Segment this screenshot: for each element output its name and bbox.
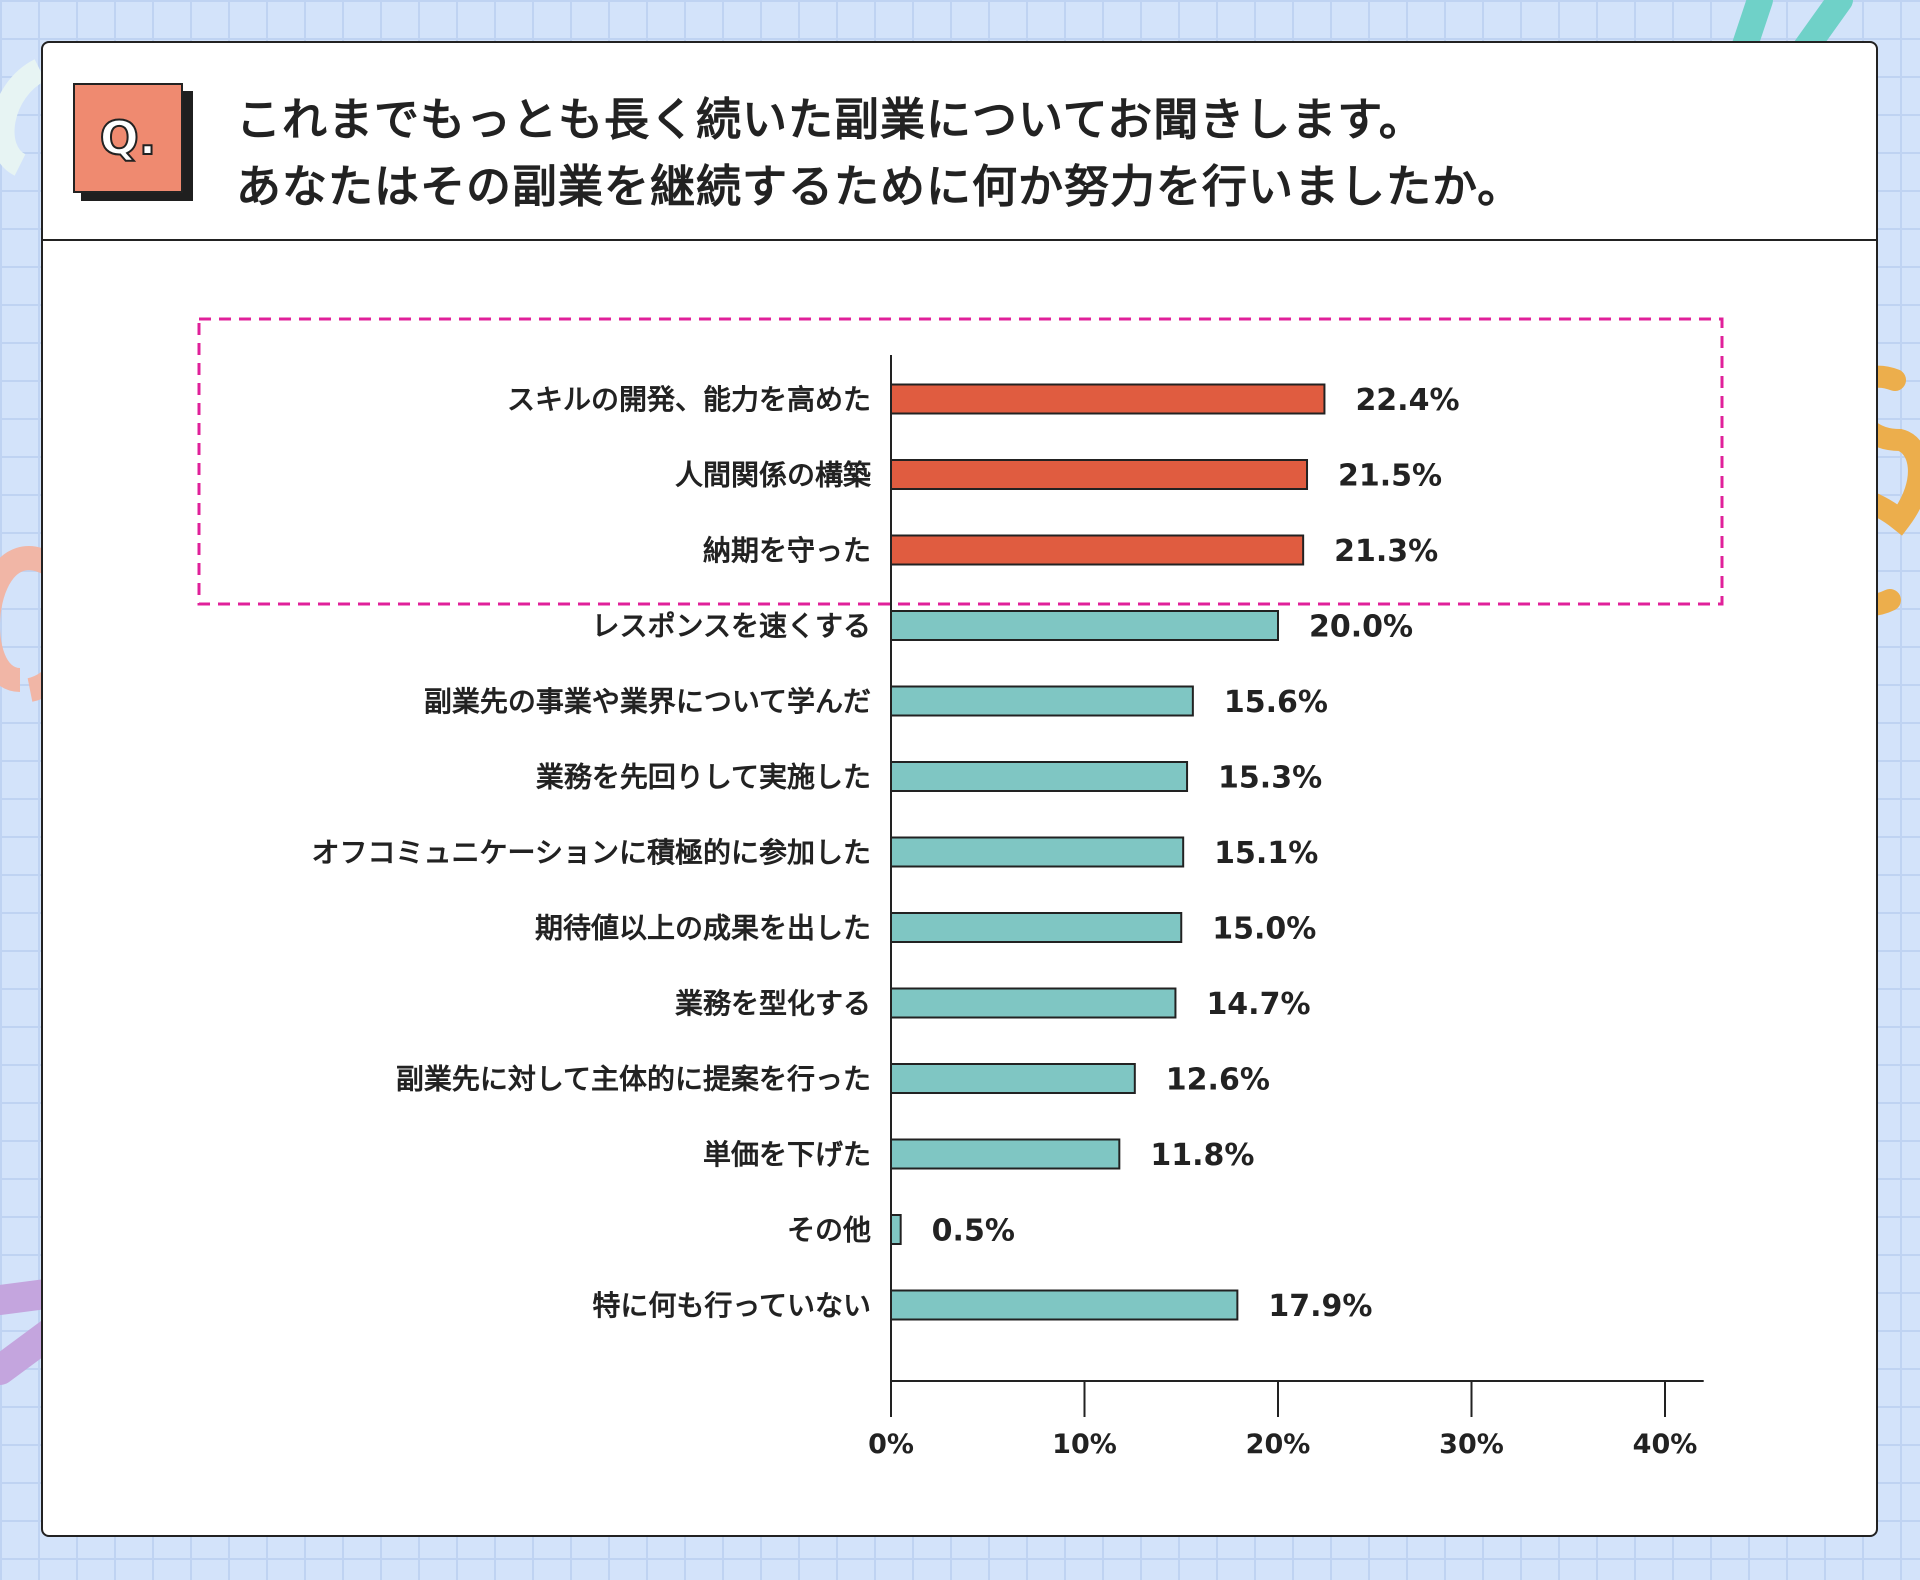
question-badge: Q. [73,83,183,193]
category-label-11: その他 [787,1214,871,1247]
value-label-11: 0.5% [932,1214,1015,1249]
top-three-highlight-box [197,317,1724,606]
mint-curl-decoration [0,59,47,176]
bar-5 [890,761,1189,792]
bar-10 [890,1138,1121,1170]
bar-2 [890,534,1305,566]
bar-9 [890,1063,1136,1094]
x-tick-label-4: 40% [1633,1429,1698,1460]
category-label-9: 副業先に対して主体的に提案を行った [396,1063,871,1096]
bar-8 [890,987,1177,1019]
category-label-3: レスポンスを速くする [592,610,871,643]
value-label-10: 11.8% [1150,1138,1254,1173]
category-label-4: 副業先の事業や業界について学んだ [424,685,871,718]
bar-4 [890,685,1194,717]
bar-7 [890,912,1183,943]
category-label-2: 納期を守った [703,534,871,567]
x-tick-label-0: 0% [868,1429,914,1460]
value-label-5: 15.3% [1218,761,1322,796]
value-label-1: 21.5% [1338,459,1442,494]
x-tick-label-3: 30% [1439,1429,1504,1460]
value-label-3: 20.0% [1309,610,1413,645]
category-label-1: 人間関係の構築 [675,459,872,492]
question-badge-label: Q. [99,110,158,166]
category-label-10: 単価を下げた [703,1138,871,1171]
category-label-5: 業務を先回りして実施した [536,761,871,794]
value-label-4: 15.6% [1224,685,1328,720]
bar-1 [890,459,1309,490]
category-label-6: オフコミュニケーションに積極的に参加した [312,836,871,869]
x-tick-label-2: 20% [1246,1429,1311,1460]
bar-6 [890,836,1185,868]
x-tick-label-1: 10% [1052,1429,1117,1460]
category-label-8: 業務を型化する [675,987,871,1020]
question-header: Q. これまでもっとも長く続いた副業についてお聞きします。 あなたはその副業を継… [43,43,1876,241]
bar-3 [890,610,1279,641]
value-label-0: 22.4% [1355,383,1459,418]
value-label-12: 17.9% [1268,1289,1372,1324]
question-card: Q. これまでもっとも長く続いた副業についてお聞きします。 あなたはその副業を継… [41,41,1878,1537]
value-label-7: 15.0% [1212,912,1316,947]
value-label-9: 12.6% [1166,1063,1270,1098]
category-label-12: 特に何も行っていない [592,1289,871,1322]
question-title-line-1: これまでもっとも長く続いた副業についてお聞きします。 [236,93,1425,146]
value-label-8: 14.7% [1206,987,1310,1022]
category-label-7: 期待値以上の成果を出した [535,912,871,945]
bar-chart: スキルの開発、能力を高めた 22.4% 人間関係の構築 21.5% 納期を守った 21.3… [197,317,1724,1460]
bar-11 [890,1214,902,1245]
category-label-0: スキルの開発、能力を高めた [507,383,871,416]
value-label-6: 15.1% [1214,836,1318,871]
bar-0 [890,383,1326,415]
value-label-2: 21.3% [1334,534,1438,569]
bar-12 [890,1289,1239,1321]
question-title-line-2: あなたはその副業を継続するために何か努力を行いましたか。 [236,160,1524,213]
